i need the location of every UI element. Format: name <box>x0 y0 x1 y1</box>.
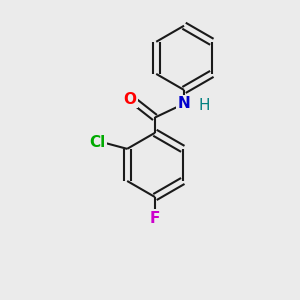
Text: O: O <box>123 92 136 106</box>
Text: Cl: Cl <box>89 135 106 150</box>
Text: N: N <box>178 96 190 111</box>
Text: H: H <box>198 98 210 113</box>
Text: F: F <box>150 211 160 226</box>
